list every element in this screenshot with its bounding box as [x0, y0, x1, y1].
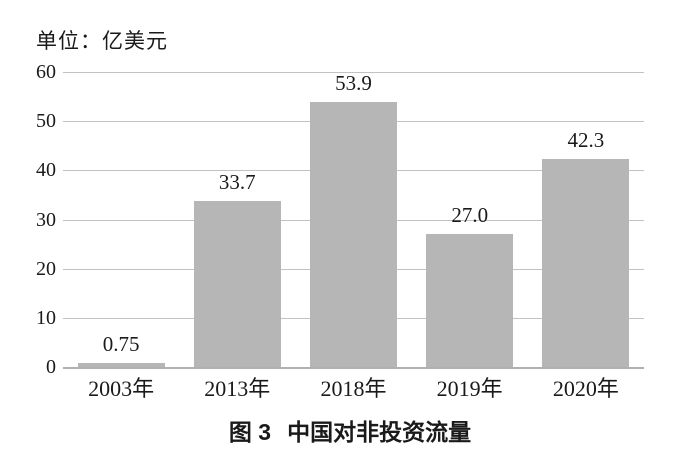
bar-2013年: [193, 201, 281, 367]
value-label-2019年: 27.0: [451, 203, 489, 228]
bar-2003年: [77, 363, 165, 367]
x-tick-label-2013年: 2013年: [204, 376, 271, 401]
bar-2018年: [310, 102, 397, 367]
value-label-2003年: 0.75: [102, 332, 140, 357]
unit-label: 单位：亿美元: [36, 29, 168, 53]
y-tick-label-60: 60: [36, 61, 56, 83]
value-label-2020年: 42.3: [567, 128, 605, 153]
bar-2019年: [426, 234, 514, 367]
figure-caption: 图 3 中国对非投资流量: [0, 419, 700, 447]
figure-title: 中国对非投资流量: [287, 419, 472, 445]
y-tick-label-10: 10: [36, 306, 56, 329]
y-tick-label-30: 30: [36, 208, 56, 231]
x-tick-label-2020年: 2020年: [552, 376, 619, 401]
x-tick-label-2003年: 2003年: [88, 376, 155, 401]
gridline-60: [63, 72, 644, 73]
figure-number: 图 3: [228, 419, 272, 445]
bar-2020年: [542, 159, 630, 367]
y-tick-label-40: 40: [36, 159, 56, 182]
x-tick-label-2019年: 2019年: [436, 376, 503, 401]
plot-area: 0.75 33.7 53.9 27.0 42.3: [63, 72, 644, 369]
y-axis: 0 10 20 30 40 50 60: [0, 62, 56, 377]
value-label-2018年: 53.9: [335, 71, 372, 95]
x-axis: 2003年 2013年 2018年 2019年 2020年: [63, 376, 644, 408]
y-tick-label-20: 20: [36, 257, 56, 280]
x-tick-label-2018年: 2018年: [320, 376, 387, 401]
value-label-2013年: 33.7: [218, 170, 256, 195]
y-tick-label-50: 50: [36, 110, 56, 133]
y-tick-label-0: 0: [46, 356, 56, 378]
